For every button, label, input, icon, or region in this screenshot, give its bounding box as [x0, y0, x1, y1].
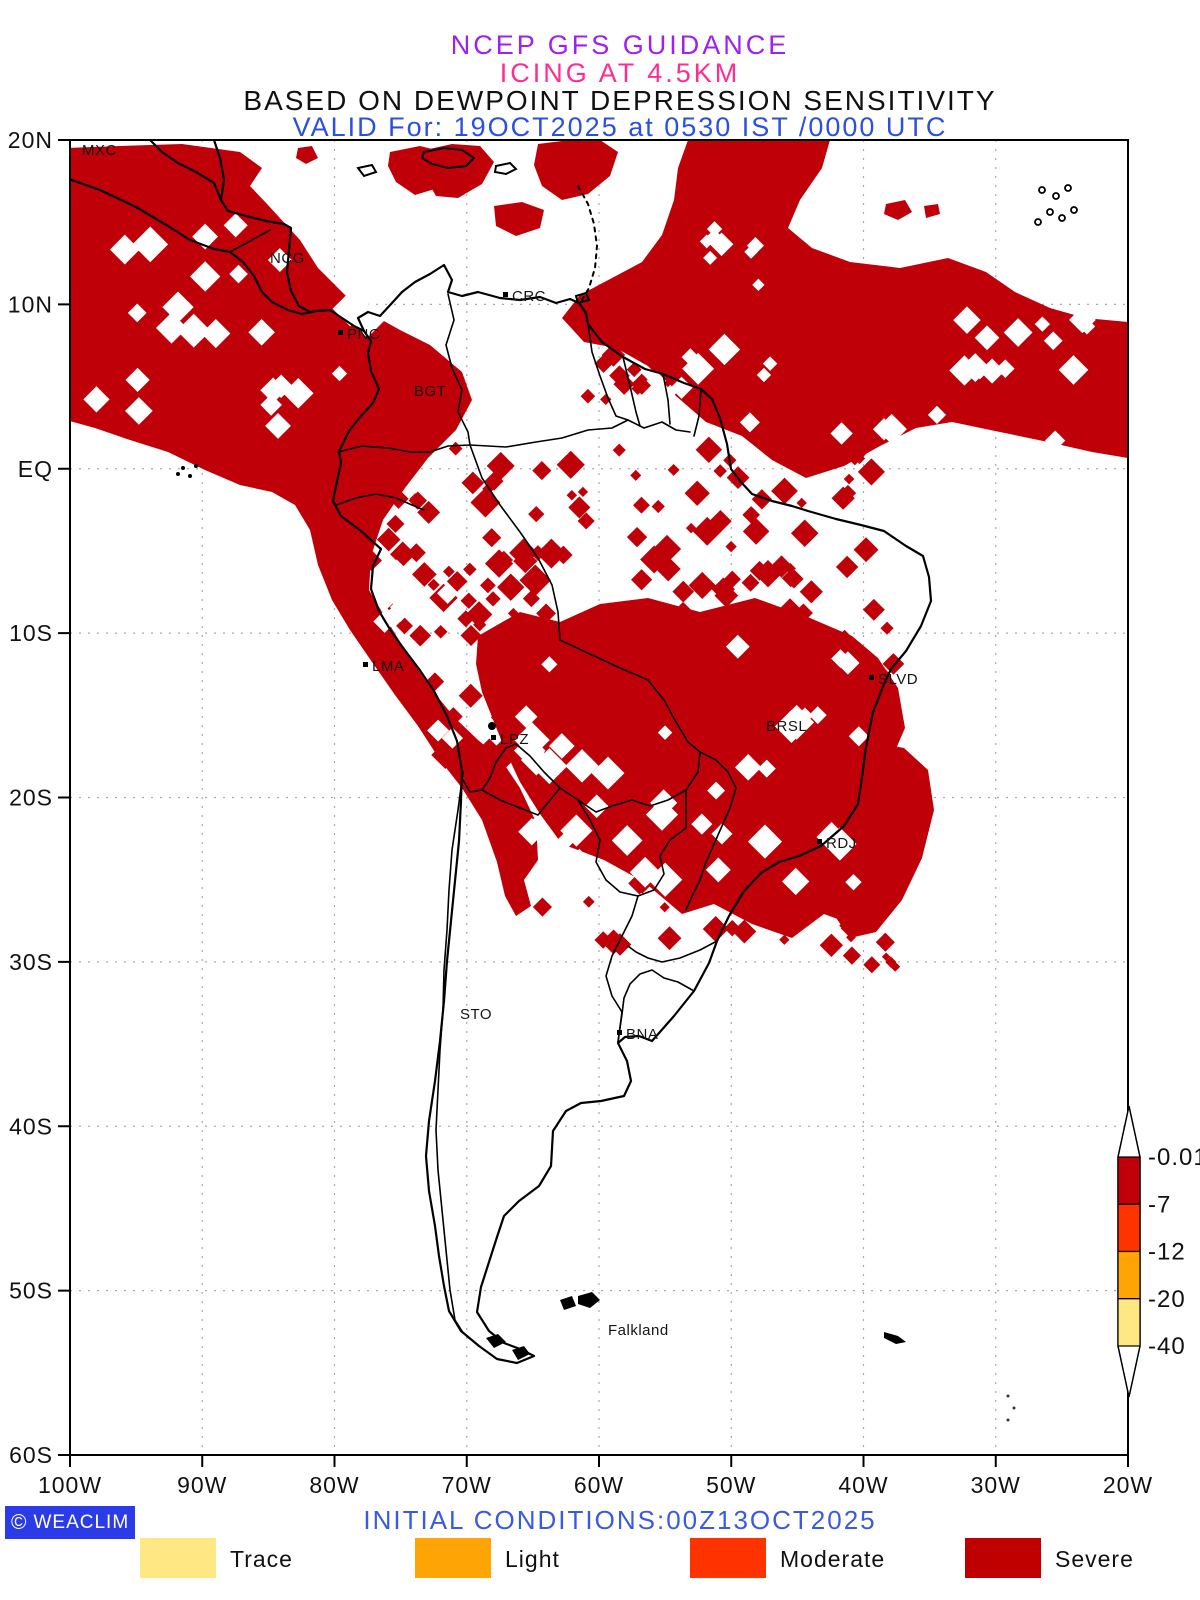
islands [176, 146, 1078, 1422]
legend-label-light: Light [505, 1546, 560, 1572]
station-label: LMA [372, 658, 404, 675]
logo-text: WEACLIM [33, 1511, 130, 1533]
station-label: NCG [270, 250, 305, 267]
station-marker [338, 330, 343, 335]
legend-label-moderate: Moderate [780, 1546, 886, 1572]
station-marker [491, 735, 496, 740]
lat-tick-label: 20N [8, 127, 53, 153]
station-marker [503, 292, 508, 297]
colorbar: -0.01 -7 -12 -20 -40 [1117, 1105, 1200, 1398]
lon-tick-label: 30W [971, 1472, 1021, 1498]
lat-tick-label: 40S [9, 1113, 53, 1139]
lon-tick-label: 70W [442, 1472, 492, 1498]
station-label: LPZ [500, 731, 529, 748]
lon-tick-label: 60W [574, 1472, 624, 1498]
legend-swatch-light [415, 1538, 491, 1578]
lat-tick-label: 20S [9, 785, 53, 811]
lat-tick-label: 10N [8, 291, 53, 317]
station-label: BGT [414, 383, 446, 400]
station-marker [869, 675, 874, 680]
station-label: BNA [626, 1026, 658, 1043]
lon-tick-label: 90W [177, 1472, 227, 1498]
station-label: Falkland [608, 1322, 669, 1339]
station-marker [617, 1030, 622, 1035]
colorbar-tick-label: -7 [1148, 1191, 1171, 1218]
legend-swatch-severe [965, 1538, 1041, 1578]
lon-tick-label: 40W [838, 1472, 888, 1498]
station-label: RDJ [826, 835, 857, 852]
lon-tick-label: 20W [1103, 1472, 1153, 1498]
station-label: CRC [512, 288, 546, 305]
station-label: PNC [347, 326, 380, 343]
station-label: SLVD [878, 671, 918, 688]
weaclim-logo: © WEACLIM [5, 1506, 135, 1539]
legend-label-severe: Severe [1055, 1546, 1134, 1572]
legend-label-trace: Trace [230, 1546, 293, 1572]
station-marker [817, 839, 822, 844]
title-valid-time: VALID For: 19OCT2025 at 0530 IST /0000 U… [292, 112, 948, 142]
lat-tick-label: 30S [9, 949, 53, 975]
colorbar-tick-label: -40 [1148, 1333, 1186, 1360]
lon-tick-label: 50W [706, 1472, 756, 1498]
station-label: STO [460, 1006, 492, 1023]
station-marker [363, 662, 368, 667]
title-model: NCEP GFS GUIDANCE [450, 30, 790, 60]
title-method: BASED ON DEWPOINT DEPRESSION SENSITIVITY [243, 85, 997, 116]
colorbar-tick-label: -0.01 [1148, 1144, 1200, 1171]
lon-tick-label: 100W [38, 1472, 102, 1498]
colorbar-segment [1117, 1298, 1141, 1347]
map-frame-axes: 20N 10N EQ 10S 20S 30S 40S 50S 60S 100W 90W 80W 70W 6… [8, 127, 1153, 1498]
coastlines-borders [70, 140, 933, 1365]
lat-tick-label: 50S [9, 1278, 53, 1304]
station-labels: MXC NCG CRC PNC BGT LMA LPZ SLVD BRSL RDJ STO BNA Fa… [82, 142, 918, 1339]
colorbar-segment [1117, 1203, 1141, 1253]
station-label: MXC [82, 142, 117, 159]
legend-swatch-trace [140, 1538, 216, 1578]
legend-swatch-moderate [690, 1538, 766, 1578]
initial-conditions-text: INITIAL CONDITIONS:00Z13OCT2025 [363, 1505, 877, 1535]
lat-tick-label: 10S [9, 620, 53, 646]
colorbar-tick-label: -12 [1148, 1239, 1186, 1266]
copyright-icon: © [11, 1511, 27, 1534]
severe-icing-regions [70, 140, 1128, 974]
colorbar-segment [1117, 1156, 1141, 1205]
colorbar-tick-label: -20 [1148, 1286, 1186, 1313]
station-label: BRSL [766, 718, 807, 735]
title-product: ICING AT 4.5KM [499, 58, 741, 88]
lat-tick-label: 60S [9, 1442, 53, 1468]
lat-tick-label: EQ [18, 456, 53, 482]
colorbar-segment [1117, 1250, 1141, 1300]
lon-tick-label: 80W [309, 1472, 359, 1498]
